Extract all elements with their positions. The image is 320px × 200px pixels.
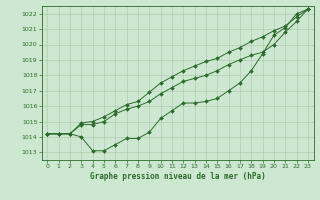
X-axis label: Graphe pression niveau de la mer (hPa): Graphe pression niveau de la mer (hPa) bbox=[90, 172, 266, 181]
